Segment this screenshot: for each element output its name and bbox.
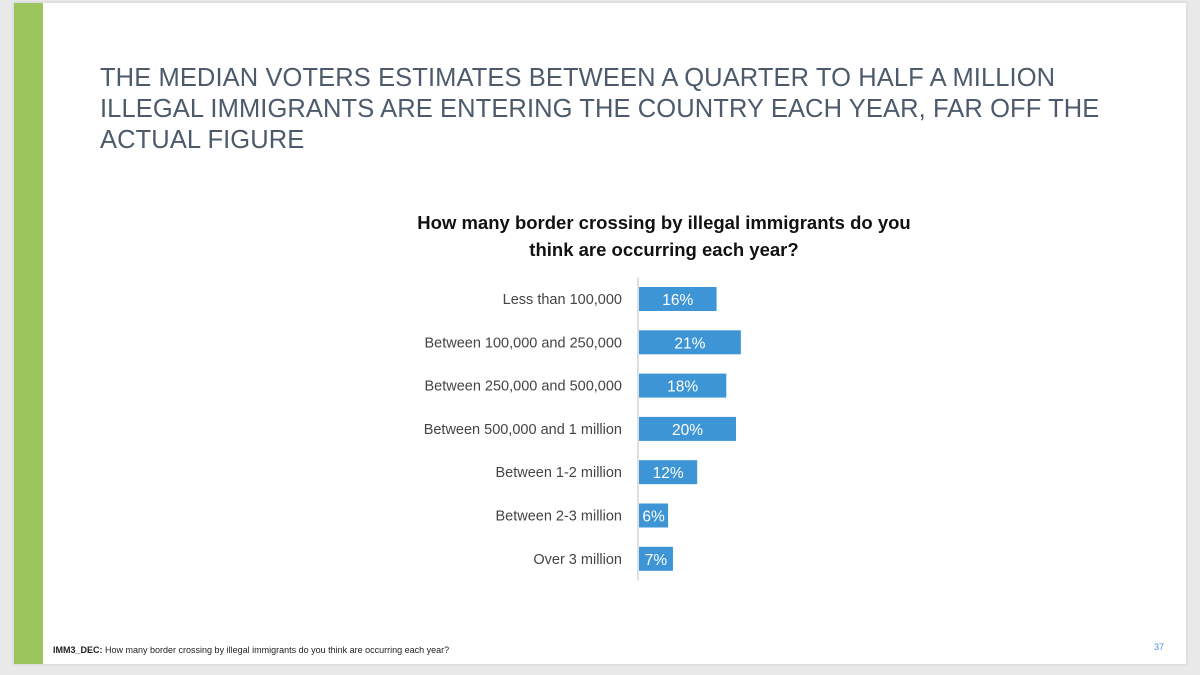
bar	[639, 460, 698, 485]
category-label: Between 2-3 million	[495, 509, 622, 525]
footnote-text: How many border crossing by illegal immi…	[102, 645, 450, 655]
slide: THE MEDIAN VOTERS ESTIMATES BETWEEN A QU…	[14, 3, 1186, 664]
chart-title: How many border crossing by illegal immi…	[417, 212, 911, 260]
category-label: Between 500,000 and 1 million	[424, 422, 622, 438]
footnote-code: IMM3_DEC:	[53, 645, 103, 655]
bar	[639, 546, 673, 571]
bar-value-label: 21%	[674, 335, 705, 352]
page-number: 37	[1154, 642, 1165, 652]
category-label: Over 3 million	[533, 552, 622, 568]
bar-value-label: 18%	[667, 379, 698, 396]
category-label: Less than 100,000	[503, 292, 622, 308]
slide-headline: THE MEDIAN VOTERS ESTIMATES BETWEEN A QU…	[100, 64, 1100, 154]
bar	[639, 503, 669, 528]
bar-value-label: 6%	[642, 509, 665, 526]
bar	[639, 373, 727, 398]
bar	[639, 287, 717, 311]
accent-bar	[14, 3, 43, 664]
category-label: Between 1-2 million	[495, 465, 622, 481]
bar-value-label: 7%	[645, 552, 668, 569]
footnote: IMM3_DEC: How many border crossing by il…	[53, 645, 449, 655]
bar-value-label: 20%	[672, 422, 703, 439]
bar-value-label: 12%	[653, 465, 684, 482]
category-label: Between 250,000 and 500,000	[424, 379, 622, 395]
bar-value-label: 16%	[662, 292, 693, 309]
bar	[639, 330, 741, 355]
bar	[639, 416, 736, 441]
bar-chart: Less than 100,000 16% Between 100,000 and …	[424, 277, 741, 581]
category-label: Between 100,000 and 250,000	[424, 335, 622, 351]
